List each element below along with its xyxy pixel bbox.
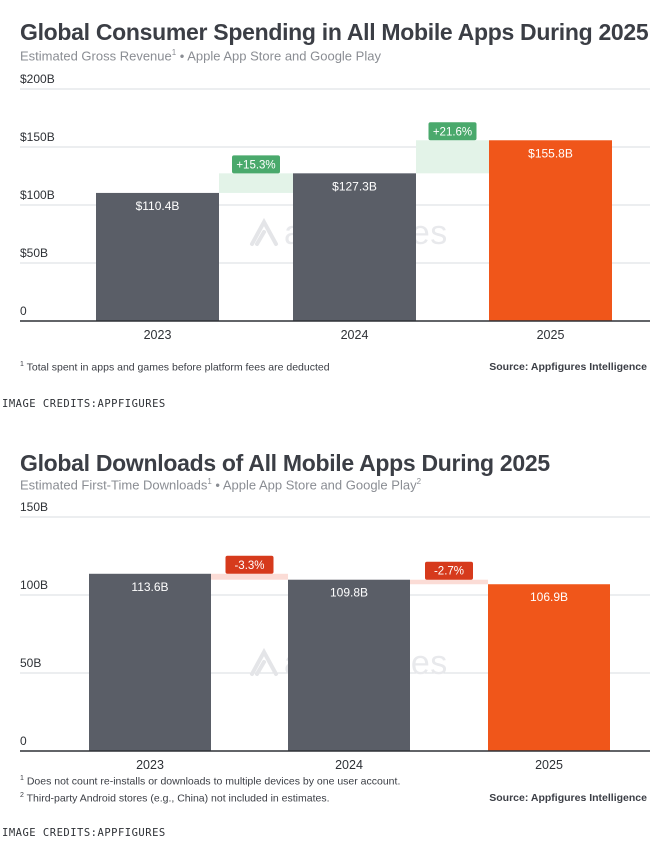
chart-subtitle: Estimated Gross Revenue1 • Apple App Sto… — [20, 48, 381, 63]
bar-value-label: 113.6B — [131, 580, 168, 594]
bar-2025 — [488, 584, 610, 751]
source-label: Source: Appfigures Intelligence — [489, 361, 647, 373]
change-band — [211, 573, 288, 580]
x-tick-label: 2025 — [535, 758, 563, 772]
change-band — [416, 140, 489, 174]
change-badge-label: -2.7% — [434, 566, 464, 578]
x-tick-label: 2023 — [144, 328, 172, 342]
x-tick-label: 2024 — [335, 758, 363, 772]
x-tick-label: 2024 — [341, 328, 369, 342]
y-tick-label: 50B — [20, 656, 41, 670]
y-tick-label: 100B — [20, 578, 48, 592]
footnote-mark: 1 — [20, 775, 24, 782]
chart-title: Global Downloads of All Mobile Apps Duri… — [20, 450, 550, 476]
bar-2025 — [489, 140, 612, 321]
bar-value-label: 109.8B — [330, 586, 368, 600]
watermark-logo-icon — [250, 217, 278, 246]
bar-value-label: $155.8B — [528, 146, 573, 160]
watermark-logo-icon — [250, 647, 278, 676]
change-badge-label: +21.6% — [433, 126, 472, 138]
change-badge — [225, 555, 274, 574]
x-tick-label: 2025 — [537, 328, 565, 342]
footnote-1: 1 Does not count re-installs or download… — [20, 775, 400, 788]
change-badge — [425, 561, 473, 580]
subtitle-footnote-mark: 1 — [171, 48, 177, 57]
downloads-chart: 050B100B150Bappfigures-3.3%-2.7%113.6B20… — [20, 500, 650, 772]
y-tick-label: 0 — [20, 304, 27, 318]
subtitle-footnote-mark: 1 — [207, 477, 212, 486]
change-band — [410, 579, 488, 585]
bar-value-label: $110.4B — [136, 199, 180, 213]
subtitle-text: Estimated Gross Revenue — [20, 48, 172, 64]
change-badge-label: -3.3% — [234, 560, 264, 572]
bar-2023 — [89, 573, 211, 751]
bar-2024 — [293, 173, 416, 321]
downloads-chart-panel: 050B100B150Bappfigures-3.3%-2.7%113.6B20… — [0, 440, 667, 839]
chart-subtitle: Estimated First-Time Downloads1 • Apple … — [20, 477, 421, 492]
bar-value-label: $127.3B — [332, 179, 377, 193]
x-tick-label: 2023 — [136, 758, 164, 772]
subtitle-stores: • Apple App Store and Google Play — [211, 477, 417, 493]
image-credit: IMAGE CREDITS:APPFIGURES — [2, 827, 166, 839]
bar-2024 — [288, 579, 410, 751]
y-tick-label: $200B — [20, 72, 55, 86]
spending-chart-panel: 0$50B$100B$150B$200Bappfigures+15.3%+21.… — [0, 0, 667, 410]
y-tick-label: 150B — [20, 500, 48, 514]
bar-value-label: 106.9B — [530, 590, 568, 604]
footnote-text: Does not count re-installs or downloads … — [23, 775, 401, 788]
image-credit: IMAGE CREDITS:APPFIGURES — [2, 398, 166, 410]
footnote-mark: 2 — [20, 792, 24, 799]
footnote-text: Total spent in apps and games before pla… — [23, 361, 330, 374]
source-label: Source: Appfigures Intelligence — [489, 792, 647, 804]
footnote: 1 Total spent in apps and games before p… — [20, 361, 330, 374]
y-tick-label: $50B — [20, 246, 48, 260]
y-tick-label: $150B — [20, 130, 55, 144]
footnote-text: Third-party Android stores (e.g., China)… — [23, 792, 330, 805]
change-band — [219, 173, 293, 193]
subtitle-footnote-mark-2: 2 — [416, 477, 422, 486]
subtitle-stores: • Apple App Store and Google Play — [176, 48, 381, 64]
y-tick-label: $100B — [20, 188, 55, 202]
footnote-2: 2 Third-party Android stores (e.g., Chin… — [20, 792, 330, 805]
spending-chart: 0$50B$100B$150B$200Bappfigures+15.3%+21.… — [20, 72, 650, 342]
y-tick-label: 0 — [20, 734, 27, 748]
change-badge-label: +15.3% — [236, 159, 275, 171]
change-badge — [428, 122, 477, 141]
footnote-mark: 1 — [20, 361, 24, 368]
chart-title: Global Consumer Spending in All Mobile A… — [20, 19, 649, 45]
bar-2023 — [96, 192, 219, 321]
subtitle-text: Estimated First-Time Downloads — [20, 477, 208, 493]
change-badge — [232, 155, 280, 174]
